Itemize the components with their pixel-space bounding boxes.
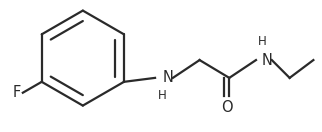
Text: H: H [157,89,166,102]
Text: N: N [262,53,273,68]
Text: F: F [13,85,21,100]
Text: N: N [163,70,174,85]
Text: H: H [258,35,266,48]
Text: O: O [222,100,233,115]
